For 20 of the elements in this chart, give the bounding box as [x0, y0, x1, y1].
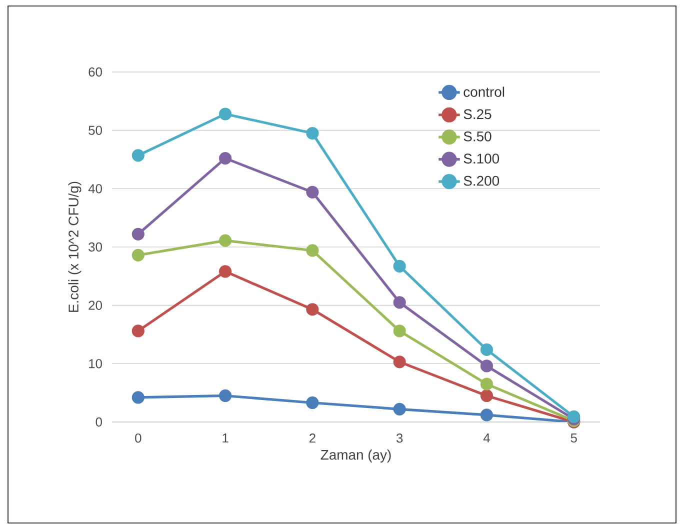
legend-label: S.25: [464, 109, 492, 120]
y-tick-label: 50: [88, 126, 102, 135]
y-tick-label: 10: [89, 359, 102, 368]
x-tick-label: 1: [222, 434, 228, 442]
x-axis-title: Zaman (ay): [320, 450, 391, 463]
legend-label: S.100: [464, 154, 500, 164]
y-tick-label: 30: [88, 242, 102, 252]
legend-label: S.200: [464, 176, 500, 186]
x-tick-label: 5: [570, 434, 577, 443]
x-tick-label: 3: [396, 434, 403, 443]
legend-label: control: [464, 86, 504, 97]
x-tick-label: 0: [135, 434, 142, 443]
x-tick-label: 4: [483, 434, 490, 442]
y-tick-label: 40: [88, 184, 102, 194]
y-tick-label: 20: [88, 300, 102, 310]
y-axis-title: E.coli (x 10^2 CFU/g): [68, 182, 82, 312]
y-tick-label: 60: [88, 67, 102, 77]
x-tick-label: 2: [309, 434, 316, 443]
y-tick-label: 0: [96, 417, 102, 427]
legend-label: S.50: [464, 131, 492, 142]
